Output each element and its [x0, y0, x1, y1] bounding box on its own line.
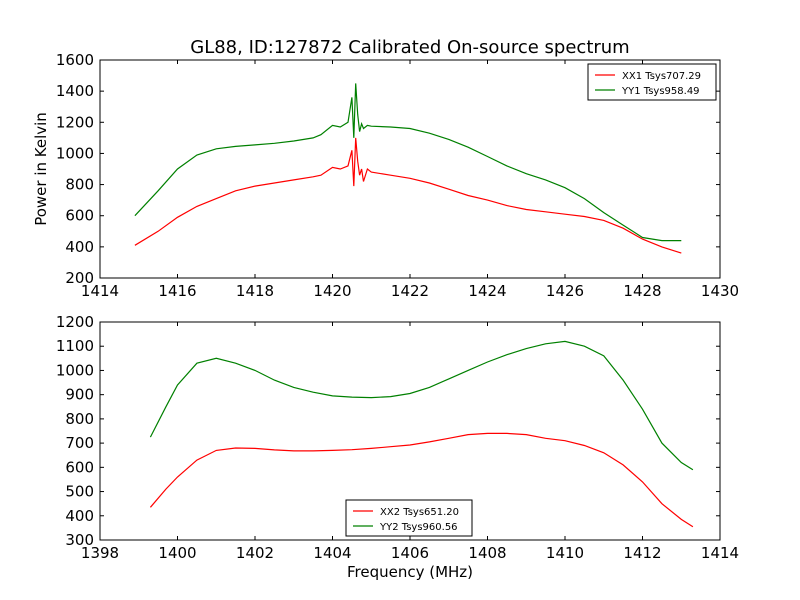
- y-tick-label: 1400: [56, 82, 94, 100]
- x-tick-label: 1428: [623, 282, 661, 300]
- spectrum-panel-2: 1398 1400 1402 1404 1406 1408 1410 1412 1414 300 4…: [56, 313, 739, 581]
- y-tick-label: 1200: [56, 313, 94, 331]
- series-line-2-2: [149, 340, 694, 471]
- legend-box: [587, 63, 717, 101]
- y-tick-label: 400: [65, 238, 94, 256]
- x-tick-label: 1412: [623, 544, 661, 562]
- y-tick-label: 700: [65, 434, 94, 452]
- y-tick-label: 1000: [56, 144, 94, 162]
- y-tick-label: 200: [65, 269, 94, 287]
- x-tick-label: 1414: [701, 544, 739, 562]
- y-tick-label: 1600: [56, 51, 94, 69]
- x-tick-label: 1430: [701, 282, 739, 300]
- x-tick-label: 1404: [313, 544, 351, 562]
- x-tick-label: 1400: [158, 544, 196, 562]
- series-line-1-1: [134, 137, 682, 254]
- x-axis-label: Frequency (MHz): [347, 563, 473, 581]
- spectrum-panel-1: 1414 1416 1418 1420 1422 1424 1426 1428 1430 200 4…: [32, 51, 739, 300]
- x-tick-label: 1416: [158, 282, 196, 300]
- y-axis-label: Power in Kelvin: [32, 112, 50, 226]
- y-tick-label: 800: [65, 410, 94, 428]
- y-tick-label: 1000: [56, 361, 94, 379]
- series-line-1-2: [134, 83, 682, 242]
- x-tick-label: 1406: [391, 544, 429, 562]
- x-tick-label: 1422: [391, 282, 429, 300]
- x-tick-label: 1408: [468, 544, 506, 562]
- y-tick-label: 900: [65, 386, 94, 404]
- x-tick-label: 1410: [546, 544, 584, 562]
- x-tick-label: 1398: [81, 544, 119, 562]
- legend: XX2 Tsys651.20 YY2 Tsys960.56: [345, 499, 473, 537]
- legend-label: YY2 Tsys960.56: [379, 522, 458, 533]
- x-tick-label: 1402: [236, 544, 274, 562]
- x-tick-label: 1424: [468, 282, 506, 300]
- legend-label: XX1 Tsys707.29: [622, 71, 701, 82]
- x-tick-label: 1426: [546, 282, 584, 300]
- y-tick-label: 300: [65, 531, 94, 549]
- series-line-2-1: [149, 432, 694, 528]
- legend-label: YY1 Tsys958.49: [621, 86, 700, 97]
- y-tick-label: 1200: [56, 113, 94, 131]
- y-tick-label: 1100: [56, 337, 94, 355]
- chart-title: GL88, ID:127872 Calibrated On-source spe…: [190, 37, 629, 58]
- y-tick-label: 800: [65, 176, 94, 194]
- legend-box: [345, 499, 473, 537]
- y-tick-label: 500: [65, 483, 94, 501]
- y-tick-label: 400: [65, 507, 94, 525]
- legend: XX1 Tsys707.29 YY1 Tsys958.49: [587, 63, 717, 101]
- y-tick-label: 600: [65, 458, 94, 476]
- y-tick-label: 600: [65, 207, 94, 225]
- x-tick-label: 1420: [313, 282, 351, 300]
- x-tick-label: 1414: [81, 282, 119, 300]
- legend-label: XX2 Tsys651.20: [380, 507, 459, 518]
- x-tick-label: 1418: [236, 282, 274, 300]
